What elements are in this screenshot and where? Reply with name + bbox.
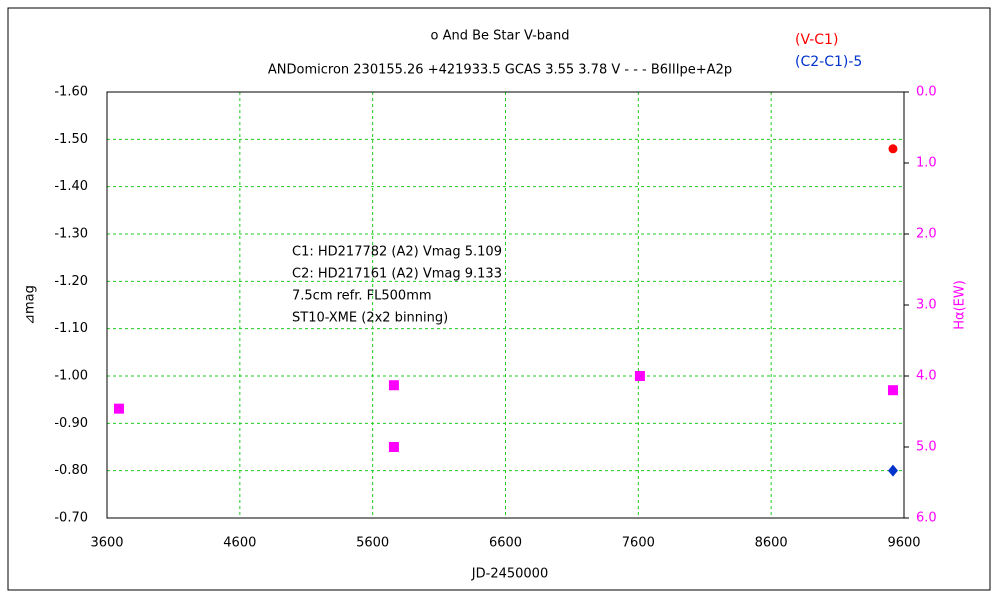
y2-axis-label: Hα(EW) xyxy=(953,280,968,330)
x-tick-label: 8600 xyxy=(755,536,788,551)
annotation: C2: HD217161 (A2) Vmag 9.133 xyxy=(292,267,502,282)
y-axis-label: ⊿mag xyxy=(23,285,38,325)
y-tick-label: -1.20 xyxy=(54,274,88,289)
y-tick-label: -0.80 xyxy=(54,463,88,478)
legend-label: (V-C1) xyxy=(795,32,838,48)
annotation: C1: HD217782 (A2) Vmag 5.109 xyxy=(292,245,502,260)
annotation: ST10-XME (2x2 binning) xyxy=(292,311,448,326)
y2-tick-label: 1.0 xyxy=(916,156,937,171)
annotation: 7.5cm refr. FL500mm xyxy=(292,289,432,304)
x-tick-label: 6600 xyxy=(489,536,522,551)
plot-area xyxy=(106,91,905,519)
point xyxy=(388,380,399,391)
y2-tick-label: 2.0 xyxy=(916,227,937,242)
y-tick-label: -1.60 xyxy=(54,85,88,100)
point xyxy=(887,385,898,396)
x-tick-label: 7600 xyxy=(622,536,655,551)
y2-tick-label: 0.0 xyxy=(916,85,937,100)
y2-tick-label: 5.0 xyxy=(916,440,937,455)
chart-title: ο And Be Star V-band xyxy=(431,29,570,44)
y-tick-label: -1.10 xyxy=(54,321,88,336)
y2-tick-label: 3.0 xyxy=(916,298,937,313)
y-tick-label: -1.40 xyxy=(54,179,88,194)
y-tick-label: -0.90 xyxy=(54,416,88,431)
x-tick-label: 3600 xyxy=(90,536,123,551)
y-tick-label: -1.00 xyxy=(54,369,88,384)
y2-tick-label: 6.0 xyxy=(916,511,937,526)
point xyxy=(634,371,645,381)
x-axis-label: JD-2450000 xyxy=(471,567,548,582)
y-tick-label: -1.30 xyxy=(54,227,88,242)
legend-label: (C2-C1)-5 xyxy=(795,54,862,70)
x-tick-label: 4600 xyxy=(223,536,256,551)
y-tick-label: -0.70 xyxy=(54,511,88,526)
point xyxy=(388,442,399,452)
point xyxy=(887,464,898,477)
point xyxy=(113,403,124,414)
y2-tick-label: 4.0 xyxy=(916,369,937,384)
point xyxy=(888,144,898,154)
chart-subtitle: ANDomicron 230155.26 +421933.5 GCAS 3.55… xyxy=(268,63,732,78)
x-tick-label: 5600 xyxy=(356,536,389,551)
frame xyxy=(7,7,991,591)
y-tick-label: -1.50 xyxy=(54,132,88,147)
x-tick-label: 9600 xyxy=(887,536,920,551)
